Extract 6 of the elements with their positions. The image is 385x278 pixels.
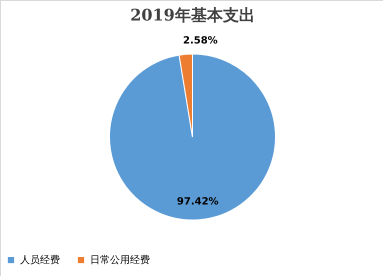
data-label: 2.58% (183, 35, 218, 46)
chart-title: 2019年基本支出 (130, 5, 255, 24)
legend-label: 人员经费 (20, 254, 60, 266)
data-label: 97.42% (176, 196, 219, 208)
pie-slice (109, 54, 276, 220)
legend-label: 日常公用经费 (90, 254, 150, 266)
